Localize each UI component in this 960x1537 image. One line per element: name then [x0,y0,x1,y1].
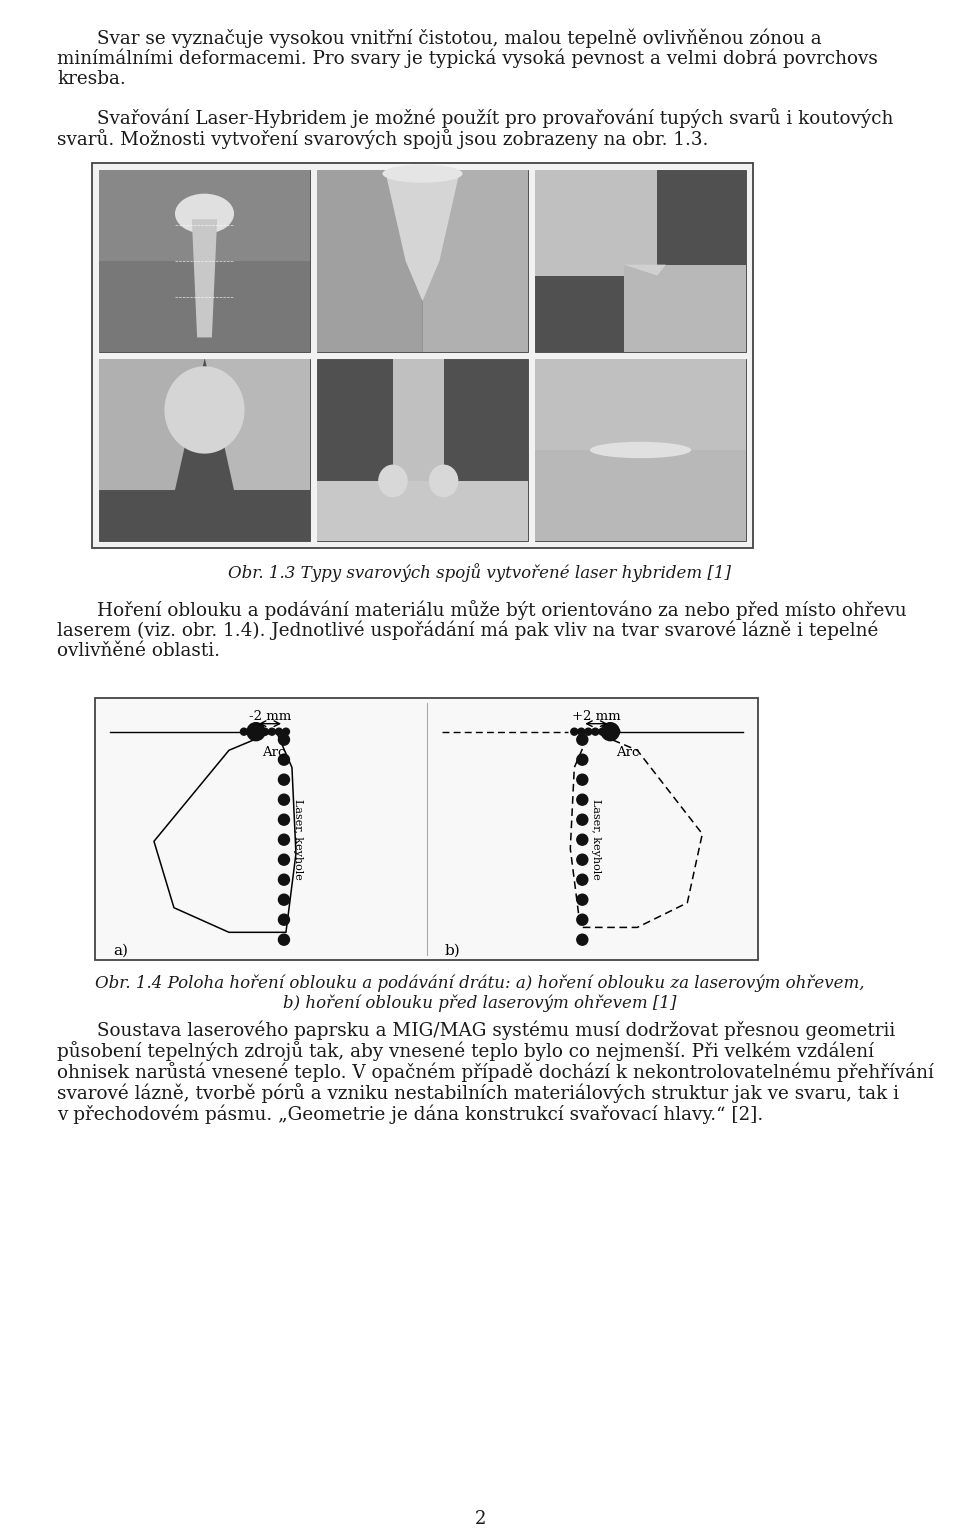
Ellipse shape [378,464,408,498]
Bar [535,360,746,541]
Text: 2: 2 [474,1509,486,1528]
Ellipse shape [164,366,245,453]
Bar [317,481,528,541]
Circle shape [591,729,599,735]
Circle shape [577,915,588,925]
Text: ovlivňěné oblasti.: ovlivňěné oblasti. [57,642,220,659]
Text: Hoření oblouku a podávání materiálu může být orientováno za nebo před místo ohře: Hoření oblouku a podávání materiálu může… [97,599,906,619]
Text: Svar se vyznačuje vysokou vnitřní čistotou, malou tepelně ovlivňěnou zónou a: Svar se vyznačuje vysokou vnitřní čistot… [97,28,822,48]
Circle shape [282,729,290,735]
Text: +2 mm: +2 mm [572,710,620,722]
PathPatch shape [192,220,217,338]
Polygon shape [624,264,746,352]
Circle shape [240,729,248,735]
Bar [99,171,310,261]
Circle shape [278,795,290,805]
Circle shape [571,729,578,735]
Text: působení tepelných zdrojů tak, aby vnesené teplo bylo co nejmenší. Při velkém vz: působení tepelných zdrojů tak, aby vnese… [57,1041,874,1061]
Circle shape [577,875,588,885]
Circle shape [577,775,588,785]
Ellipse shape [175,194,234,234]
Polygon shape [387,177,458,301]
Text: Obr. 1.4 Poloha hoření oblouku a podávání drátu: a) hoření oblouku za laserovým : Obr. 1.4 Poloha hoření oblouku a podáván… [95,974,865,993]
Circle shape [278,915,290,925]
Circle shape [577,934,588,945]
Circle shape [278,735,290,745]
Circle shape [278,815,290,825]
Bar [99,261,310,352]
Bar [99,171,310,352]
Text: a): a) [113,944,128,958]
Text: b) hoření oblouku před laserovým ohřevem [1]: b) hoření oblouku před laserovým ohřevem… [283,994,677,1013]
Ellipse shape [382,164,463,183]
Bar [535,450,746,541]
Circle shape [585,729,591,735]
Circle shape [278,755,290,765]
Circle shape [606,729,612,735]
Circle shape [612,729,620,735]
Polygon shape [204,360,310,490]
Circle shape [276,729,282,735]
Text: -2 mm: -2 mm [249,710,291,722]
Circle shape [254,729,261,735]
Text: Arc: Arc [262,745,285,759]
Text: Arc: Arc [616,745,639,759]
Circle shape [577,755,588,765]
Text: kresba.: kresba. [57,71,126,88]
Circle shape [247,722,265,741]
Bar [99,360,310,541]
Circle shape [599,729,606,735]
Text: Laser, keyhole: Laser, keyhole [591,799,601,881]
Bar [317,360,528,541]
Circle shape [578,729,585,735]
Text: minímálními deformacemi. Pro svary je typická vysoká pevnost a velmi dobrá povrc: minímálními deformacemi. Pro svary je ty… [57,49,877,69]
Circle shape [577,895,588,905]
Text: ohnisek narůstá vnesené teplo. V opačném případě dochází k nekontrolovatelnému p: ohnisek narůstá vnesené teplo. V opačném… [57,1062,934,1082]
Ellipse shape [429,464,458,498]
Ellipse shape [589,441,691,458]
Text: svarů. Možnosti vytvoření svarových spojů jsou zobrazeny na obr. 1.3.: svarů. Možnosti vytvoření svarových spoj… [57,129,708,149]
Circle shape [601,722,619,741]
Circle shape [278,875,290,885]
Circle shape [577,795,588,805]
Circle shape [269,729,276,735]
Circle shape [278,835,290,845]
Circle shape [278,775,290,785]
Circle shape [577,835,588,845]
Text: laserem (viz. obr. 1.4). Jednotlivé uspořádání má pak vliv na tvar svarové lázně: laserem (viz. obr. 1.4). Jednotlivé uspo… [57,621,878,641]
Bar [95,698,758,961]
Circle shape [278,934,290,945]
Bar [535,360,746,450]
Polygon shape [422,171,528,352]
Text: Obr. 1.3 Typy svarových spojů vytvořené laser hybridem [1]: Obr. 1.3 Typy svarových spojů vytvořené … [228,563,732,583]
Bar [92,163,753,549]
Text: svarové lázně, tvorbě pórů a vzniku nestabilních materiálových struktur jak ve s: svarové lázně, tvorbě pórů a vzniku nest… [57,1084,899,1104]
Text: b): b) [444,944,460,958]
Bar [393,360,444,481]
Bar [317,171,528,352]
Text: Laser, keyhole: Laser, keyhole [293,799,303,881]
Polygon shape [624,264,666,275]
Circle shape [577,735,588,745]
Polygon shape [535,171,658,275]
Text: Soustava laserového paprsku a MIG/MAG systému musí dodržovat přesnou geometrii: Soustava laserového paprsku a MIG/MAG sy… [97,1021,896,1039]
Circle shape [278,895,290,905]
Circle shape [577,815,588,825]
Polygon shape [317,171,422,352]
Circle shape [577,855,588,865]
Circle shape [278,855,290,865]
Circle shape [248,729,254,735]
Circle shape [261,729,269,735]
Polygon shape [99,360,204,490]
Bar [535,171,746,352]
Text: v přechodovém pásmu. „Geometrie je dána konstrukcí svařovací hlavy.“ [2].: v přechodovém pásmu. „Geometrie je dána … [57,1104,763,1124]
Text: Svařování Laser-Hybridem je možné použít pro provařování tupých svarů i koutovýc: Svařování Laser-Hybridem je možné použít… [97,108,894,128]
